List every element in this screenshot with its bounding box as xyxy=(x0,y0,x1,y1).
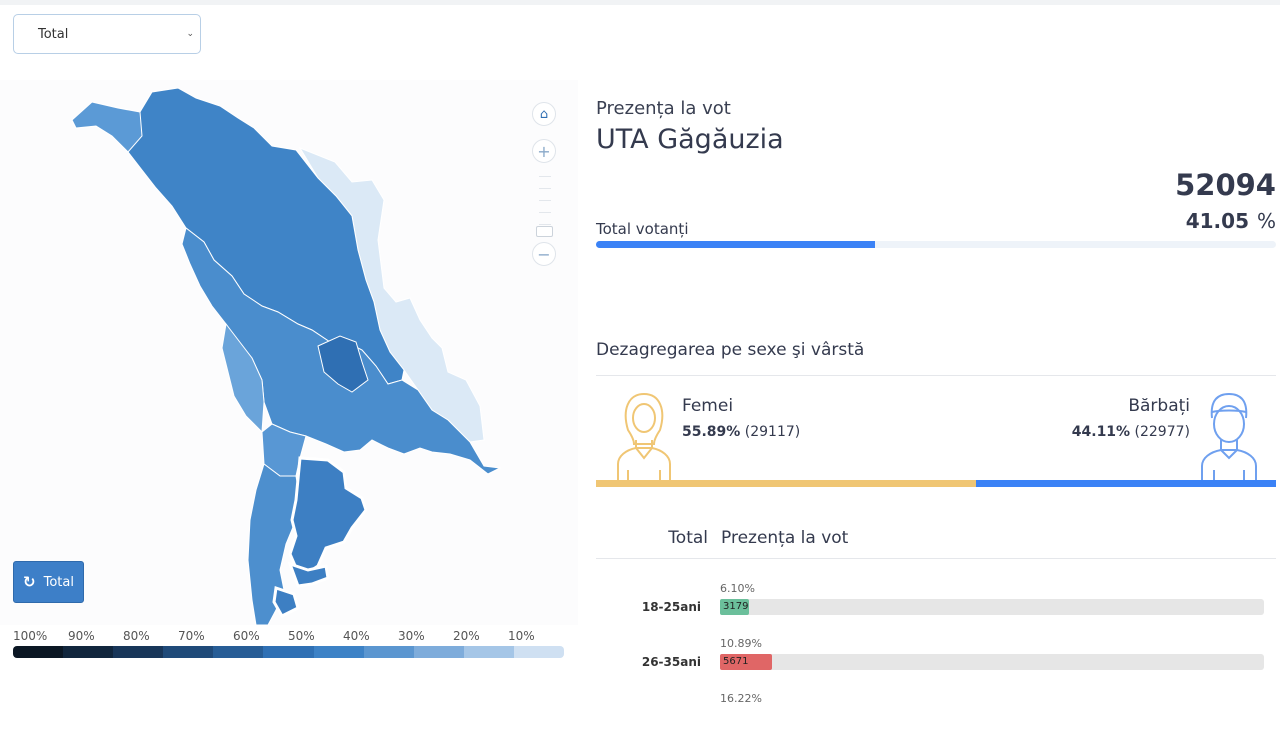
percent-sign: % xyxy=(1256,209,1276,233)
legend-swatch xyxy=(463,646,514,658)
age-percent: 10.89% xyxy=(720,637,762,650)
home-icon: ⌂ xyxy=(539,106,549,122)
legend-label: 20% xyxy=(453,629,480,643)
legend-swatch xyxy=(513,646,564,658)
zoom-out-button[interactable]: − xyxy=(532,242,556,266)
divider xyxy=(596,558,1276,559)
legend-label: 80% xyxy=(123,629,150,643)
age-group-name: 26-35ani xyxy=(641,655,701,669)
legend-label: 60% xyxy=(233,629,260,643)
legend-label: 100% xyxy=(13,629,48,643)
male-share-bar xyxy=(976,480,1276,487)
male-icon xyxy=(1201,392,1257,482)
zoom-tick xyxy=(539,188,551,189)
male-percent: 44.11% xyxy=(1071,424,1131,440)
info-panel: Prezența la vot UTA Găgăuzia 52094 41.05… xyxy=(596,0,1276,705)
age-group-name: 18-25ani xyxy=(641,600,701,614)
legend-label: 50% xyxy=(288,629,315,643)
zoom-tick xyxy=(539,212,551,213)
legend-swatch xyxy=(413,646,464,658)
zoom-slider-handle[interactable] xyxy=(536,226,553,237)
female-label: Femei xyxy=(682,396,734,416)
age-row: 10.89% 26-35ani 5671 xyxy=(596,637,1276,677)
age-bar: 3179 xyxy=(720,599,749,615)
col-turnout-header: Prezența la vot xyxy=(721,528,849,548)
zoom-tick xyxy=(539,224,551,225)
moldova-map[interactable] xyxy=(0,80,578,625)
age-bar: 5671 xyxy=(720,654,772,670)
legend-label: 30% xyxy=(398,629,425,643)
map-region-northwest[interactable] xyxy=(71,101,143,153)
voters-count: 52094 xyxy=(1175,168,1276,202)
total-voters-label: Total votanți xyxy=(596,220,689,238)
zoom-tick xyxy=(539,176,551,177)
legend-labels: 100% 90% 80% 70% 60% 50% 40% 30% 20% 10% xyxy=(0,629,580,645)
turnout-percent-value: 41.05 xyxy=(1185,209,1249,233)
age-percent: 6.10% xyxy=(720,582,755,595)
filter-select-value: Total xyxy=(38,27,69,42)
legend-color-scale xyxy=(13,646,564,658)
male-label: Bărbați xyxy=(1128,396,1190,416)
age-bar-track xyxy=(720,599,1264,615)
home-button[interactable]: ⌂ xyxy=(532,102,556,126)
legend-swatch xyxy=(263,646,314,658)
map-region-west[interactable] xyxy=(221,322,265,434)
legend-swatch xyxy=(213,646,264,658)
map-region-gagauzia-south[interactable] xyxy=(287,561,330,588)
female-percent: 55.89% xyxy=(682,424,741,440)
col-total-header: Total xyxy=(668,528,708,548)
map-region-chisinau[interactable] xyxy=(317,335,369,393)
minus-icon: − xyxy=(537,244,551,264)
top-strip xyxy=(0,0,1280,5)
legend-swatch xyxy=(63,646,114,658)
male-count: (22977) xyxy=(1134,424,1190,440)
reset-total-label: Total xyxy=(43,574,74,590)
legend-swatch xyxy=(163,646,214,658)
map-panel[interactable]: ⌂ + − xyxy=(0,80,578,625)
legend-swatch xyxy=(13,646,64,658)
refresh-icon: ↻ xyxy=(23,573,36,591)
map-region-gagauzia[interactable] xyxy=(288,456,368,576)
female-share-bar xyxy=(596,480,976,487)
filter-select[interactable]: Total ⌄ xyxy=(13,14,201,54)
plus-icon: + xyxy=(537,141,551,161)
divider xyxy=(596,375,1276,376)
legend-label: 10% xyxy=(508,629,535,643)
zoom-tick xyxy=(539,200,551,201)
age-row: 6.10% 18-25ani 3179 xyxy=(596,582,1276,622)
female-stats: 55.89% (29117) xyxy=(682,424,800,440)
zoom-in-button[interactable]: + xyxy=(532,139,556,163)
female-icon xyxy=(617,392,671,482)
legend-label: 70% xyxy=(178,629,205,643)
legend-label: 90% xyxy=(68,629,95,643)
turnout-title: Prezența la vot xyxy=(596,98,731,119)
legend-label: 40% xyxy=(343,629,370,643)
legend-swatch xyxy=(363,646,414,658)
turnout-progress-fill xyxy=(596,241,876,248)
map-region-gagauzia-enclave[interactable] xyxy=(272,586,300,618)
chevron-down-icon: ⌄ xyxy=(186,29,194,39)
region-name: UTA Găgăuzia xyxy=(596,124,784,155)
age-row: 16.22% xyxy=(596,692,1276,732)
age-bar-track xyxy=(720,654,1264,670)
age-percent: 16.22% xyxy=(720,692,762,705)
legend-swatch xyxy=(313,646,364,658)
legend-swatch xyxy=(113,646,164,658)
male-stats: 44.11% (22977) xyxy=(1072,424,1190,440)
reset-total-button[interactable]: ↻ Total xyxy=(13,561,84,603)
turnout-percent: 41.05% xyxy=(1186,209,1276,233)
turnout-progress xyxy=(596,241,1276,248)
gender-section-title: Dezagregarea pe sexe şi vârstă xyxy=(596,340,865,360)
female-count: (29117) xyxy=(744,424,801,440)
